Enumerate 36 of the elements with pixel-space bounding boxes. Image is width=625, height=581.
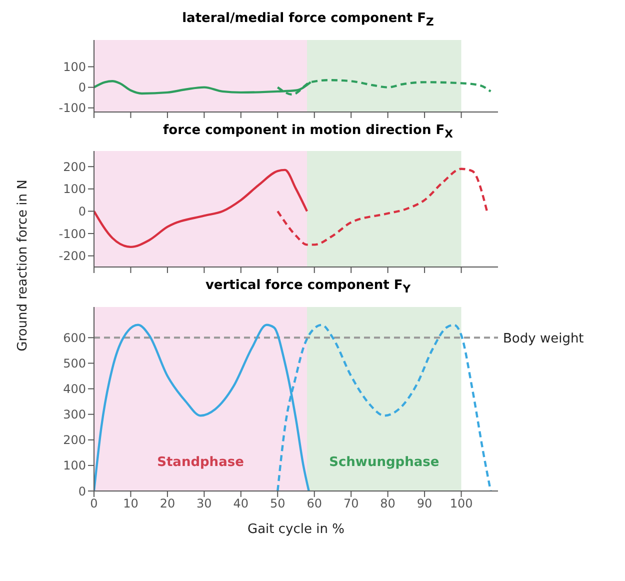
- y-tick-label: -100: [58, 226, 86, 241]
- line-series: [94, 169, 308, 248]
- x-tick-label: 70: [343, 496, 359, 510]
- band-label: Schwungphase: [329, 454, 440, 470]
- line-series: [276, 168, 488, 246]
- y-axis-title: Ground reaction force in N: [16, 178, 30, 354]
- y-tick-label: 0: [78, 204, 86, 219]
- chart-title: force component in motion direction F$_{X}$: [148, 120, 468, 144]
- x-tick-label: 0: [90, 496, 98, 510]
- y-tick-label: -100: [58, 100, 86, 115]
- y-tick-label: 100: [63, 60, 86, 74]
- x-tick-label: 10: [123, 496, 138, 510]
- x-tick-label: 80: [380, 496, 396, 510]
- x-tick-label: 20: [160, 496, 176, 510]
- y-tick-label: 200: [63, 432, 86, 447]
- x-tick-label: 60: [306, 496, 322, 510]
- x-tick-label: 50: [270, 496, 286, 510]
- y-tick-label: 600: [63, 330, 86, 345]
- y-tick-label: 0: [78, 80, 86, 94]
- x-tick-label: 90: [416, 496, 432, 510]
- x-tick-label: 100: [450, 496, 473, 510]
- y-tick-label: 100: [63, 182, 86, 196]
- y-tick-label: -200: [58, 249, 86, 264]
- y-tick-label: 500: [63, 356, 86, 370]
- y-tick-label: 400: [63, 382, 86, 396]
- y-tick-label: 300: [63, 407, 86, 422]
- y-tick-label: 200: [63, 160, 86, 174]
- chart-title: vertical force component F$_{Y}$: [148, 275, 468, 299]
- x-axis-title: Gait cycle in %: [248, 522, 344, 537]
- band-label: Standphase: [157, 454, 244, 470]
- y-tick-label: 0: [78, 484, 86, 498]
- x-tick-label: 40: [233, 496, 249, 510]
- x-tick-label: 30: [196, 496, 212, 510]
- y-tick-label: 100: [63, 458, 86, 472]
- ref-line-label: Body weight: [503, 331, 584, 346]
- chart-title: lateral/medial force component F$_{Z}$: [148, 8, 468, 32]
